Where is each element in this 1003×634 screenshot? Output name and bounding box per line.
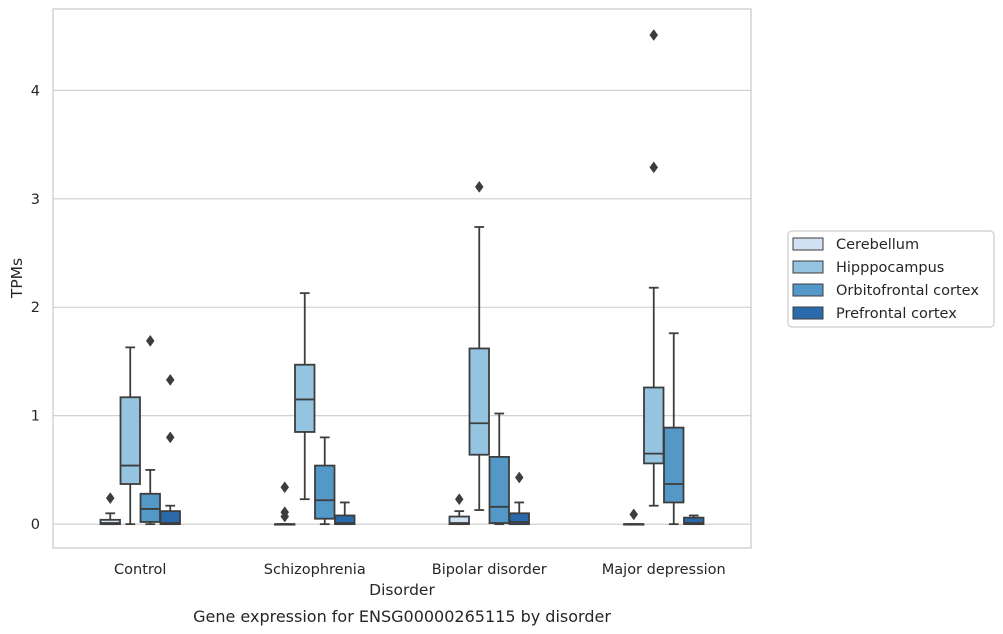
box-2-3 xyxy=(663,332,685,526)
box-iqr xyxy=(139,492,161,523)
box-2-1 xyxy=(314,436,336,526)
outlier-point xyxy=(649,29,659,41)
box-3-1 xyxy=(334,501,356,526)
legend-label: Hipppocampus xyxy=(836,260,944,276)
legend-swatch xyxy=(792,283,824,297)
box-iqr xyxy=(159,510,181,526)
outlier-point xyxy=(280,510,290,523)
outlier-point xyxy=(165,373,175,386)
y-tick-label: 0 xyxy=(31,517,40,533)
box-iqr xyxy=(663,426,685,504)
box-iqr xyxy=(508,512,530,526)
outlier-point xyxy=(629,508,639,521)
x-tick-label: Schizophrenia xyxy=(264,562,366,578)
box-3-0 xyxy=(159,373,181,526)
box-iqr xyxy=(643,386,665,465)
box-0-3 xyxy=(623,508,645,526)
x-tick-label: Control xyxy=(114,562,166,578)
box-2-0 xyxy=(139,334,161,526)
x-tick-label: Major depression xyxy=(602,562,726,578)
chart-caption: Gene expression for ENSG00000265115 by d… xyxy=(193,607,611,626)
box-1-1 xyxy=(294,292,316,501)
outlier-point xyxy=(280,481,290,494)
box-iqr xyxy=(448,515,470,526)
box-iqr xyxy=(468,347,490,456)
outlier-point xyxy=(454,493,464,506)
box-0-2 xyxy=(448,493,470,526)
box-iqr xyxy=(99,518,121,526)
box-iqr xyxy=(314,464,336,520)
y-tick-label: 2 xyxy=(31,300,40,316)
box-0-0 xyxy=(99,492,121,526)
box-iqr xyxy=(334,514,356,526)
outlier-point xyxy=(474,180,484,193)
legend: Cerebellum Hipppocampus Orbitofrontal cort… xyxy=(787,230,995,328)
y-tick-label: 1 xyxy=(31,409,40,425)
legend-label: Prefrontal cortex xyxy=(836,306,957,322)
box-iqr xyxy=(488,456,510,524)
x-tick-label: Bipolar disorder xyxy=(432,562,547,578)
box-2-2 xyxy=(488,412,510,526)
y-tick-label: 4 xyxy=(31,83,40,99)
box-3-2 xyxy=(508,471,530,526)
legend-swatch xyxy=(792,260,824,274)
legend-label: Orbitofrontal cortex xyxy=(836,283,979,299)
legend-swatch xyxy=(792,237,824,251)
x-axis-label: Disorder xyxy=(369,581,435,599)
outlier-point xyxy=(105,492,115,505)
legend-box xyxy=(787,230,995,328)
y-tick-label: 3 xyxy=(31,192,40,208)
box-3-3 xyxy=(683,514,705,526)
outlier-point xyxy=(145,334,155,347)
outlier-point xyxy=(514,471,524,484)
box-0-1 xyxy=(274,481,296,526)
box-1-2 xyxy=(468,180,490,511)
box-iqr xyxy=(294,363,316,433)
outlier-point xyxy=(649,161,659,174)
y-axis-label: TPMs xyxy=(8,258,26,299)
box-iqr xyxy=(119,396,141,485)
legend-label: Cerebellum xyxy=(836,237,919,253)
plot-area: 0 1 2 3 4 Control Schizophrenia Bipolar disorde… xyxy=(31,8,752,578)
box-iqr xyxy=(683,516,705,526)
box-1-0 xyxy=(119,346,141,526)
legend-swatch xyxy=(792,306,824,320)
box-1-3 xyxy=(643,29,665,507)
outlier-point xyxy=(165,431,175,444)
plot-frame xyxy=(52,8,752,549)
